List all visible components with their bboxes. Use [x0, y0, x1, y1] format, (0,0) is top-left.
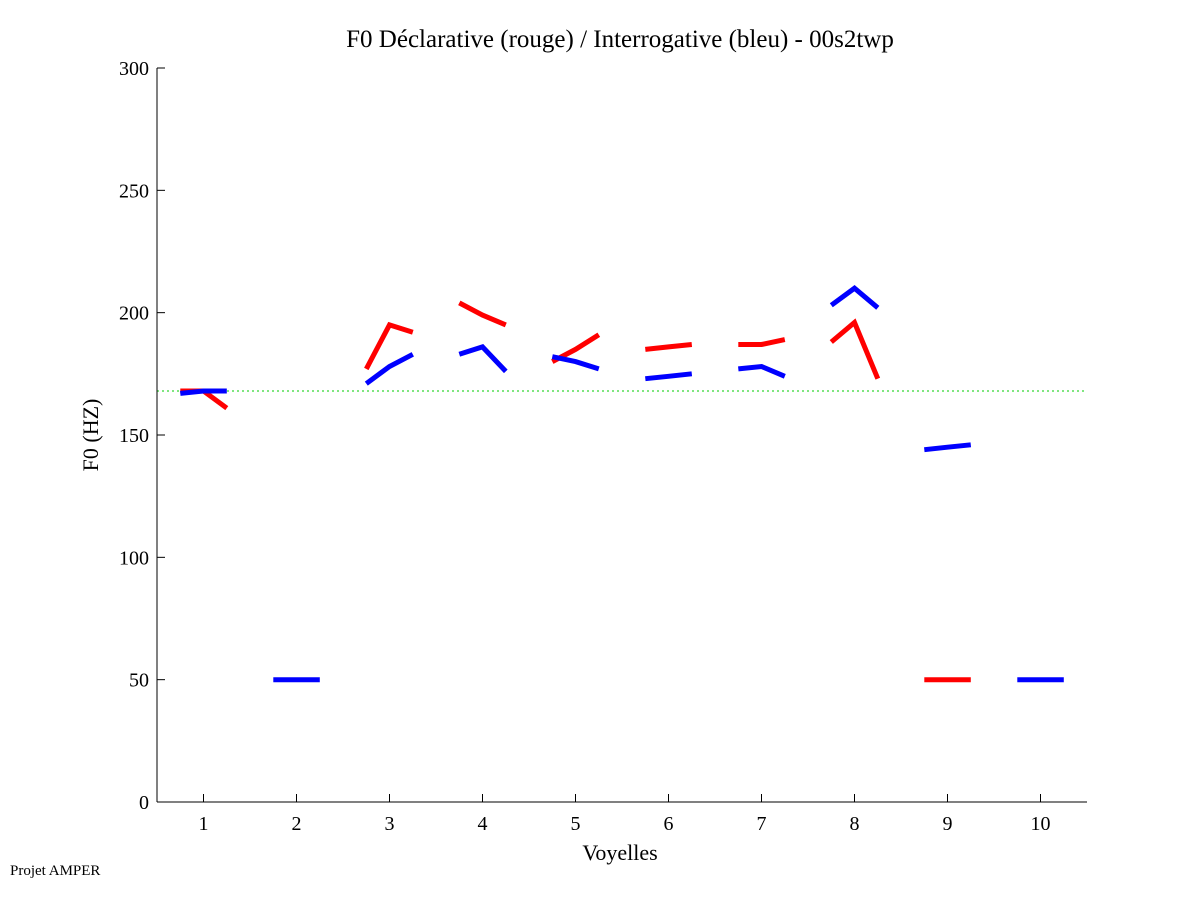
interrogative-segment-vowel-5 — [551, 354, 600, 372]
interrogative-segment-vowel-9 — [924, 442, 972, 453]
chart-title: F0 Déclarative (rouge) / Interrogative (… — [346, 26, 894, 53]
x-axis-label: Voyelles — [582, 840, 657, 865]
footer-credit: Projet AMPER — [10, 863, 101, 879]
declarative-segment-vowel-7 — [738, 337, 786, 347]
y-tick-label: 250 — [119, 180, 149, 202]
interrogative-segment-vowel-8 — [829, 285, 880, 310]
x-tick-label: 10 — [1031, 813, 1051, 835]
y-tick-label: 50 — [129, 670, 149, 692]
declarative-segment-vowel-8 — [829, 318, 881, 380]
y-tick-label: 100 — [119, 547, 149, 569]
x-tick-label: 7 — [757, 813, 767, 835]
x-tick-label: 9 — [943, 813, 953, 835]
x-tick-label: 4 — [478, 813, 488, 835]
interrogative-segment-vowel-4 — [458, 344, 508, 374]
interrogative-segment-vowel-6 — [645, 371, 693, 382]
interrogative-segment-vowel-3 — [364, 352, 414, 386]
y-tick-label: 0 — [139, 792, 149, 814]
y-tick-label: 200 — [119, 303, 149, 325]
y-axis-label: F0 (HZ) — [78, 399, 103, 472]
y-tick-label: 150 — [119, 425, 149, 447]
x-tick-label: 6 — [664, 813, 674, 835]
x-tick-label: 2 — [292, 813, 302, 835]
x-tick-label: 1 — [199, 813, 209, 835]
declarative-segment-vowel-4 — [458, 300, 507, 328]
x-tick-label: 3 — [385, 813, 395, 835]
declarative-segment-vowel-3 — [364, 321, 414, 371]
x-tick-label: 5 — [571, 813, 581, 835]
x-tick-label: 8 — [850, 813, 860, 835]
interrogative-segment-vowel-7 — [738, 363, 786, 379]
interrogative-segment-vowel-1 — [180, 388, 227, 396]
declarative-segment-vowel-6 — [645, 342, 693, 352]
y-tick-label: 300 — [119, 58, 149, 80]
